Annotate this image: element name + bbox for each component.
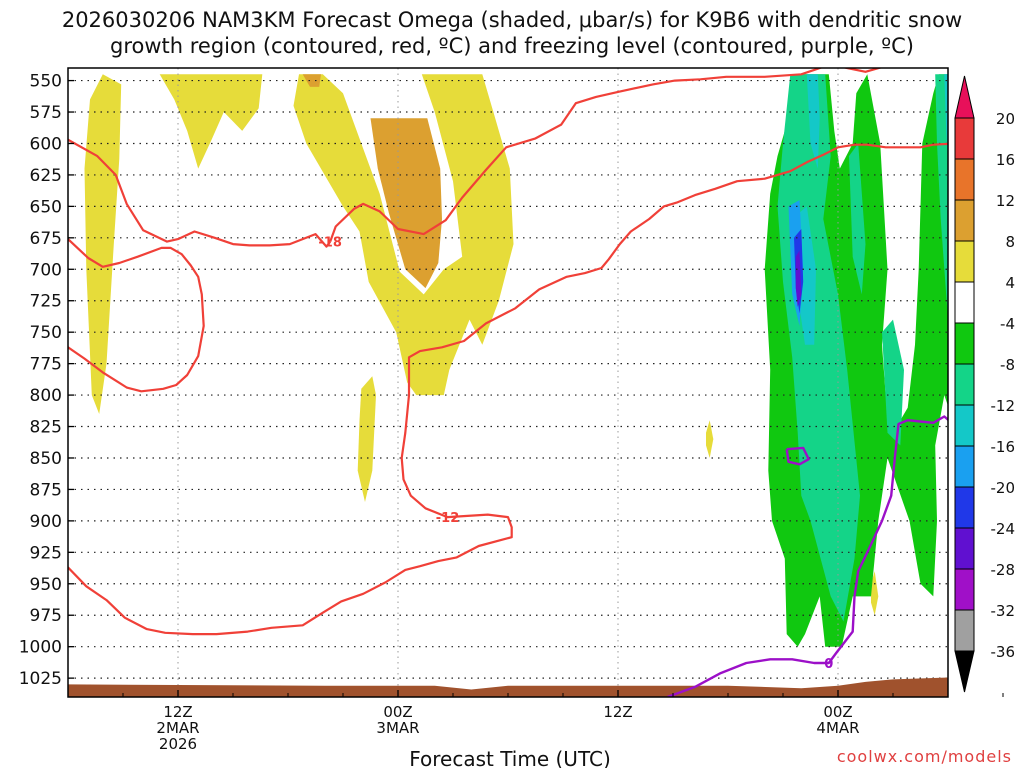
dendritic-contour-0	[68, 138, 332, 248]
y-tick-label-800: 800	[30, 386, 62, 406]
omega-region-13	[302, 74, 321, 87]
y-tick-label-925: 925	[30, 543, 62, 563]
y-tick-label-575: 575	[30, 103, 62, 123]
omega-region-20	[806, 74, 820, 169]
x-tick-label-36-0: 12Z	[603, 703, 632, 721]
plot-area: -18-12-120550575600625650675700725750775…	[19, 67, 1004, 753]
omega-region-11	[871, 571, 879, 616]
omega-shading	[84, 74, 948, 647]
colorbar-bin-3	[954, 240, 975, 283]
omega-region-3	[357, 376, 376, 502]
y-tick-label-725: 725	[30, 292, 62, 312]
y-tick-label-675: 675	[30, 229, 62, 249]
chart-title-line-2: growth region (contoured, red, ºC) and f…	[110, 34, 914, 58]
colorbar-label-0: 20	[996, 110, 1015, 128]
x-tick-label-12-1: 2MAR	[156, 719, 199, 737]
y-tick-label-775: 775	[30, 355, 62, 375]
colorbar-bin-10	[954, 527, 975, 570]
colorbar-label-1: 16	[996, 151, 1015, 169]
colorbar-bin-0	[954, 117, 975, 160]
y-tick-label-900: 900	[30, 512, 62, 532]
y-tick-label-650: 650	[30, 197, 62, 217]
x-axis-label: Forecast Time (UTC)	[409, 747, 611, 768]
colorbar-bottom-arrow	[954, 650, 975, 693]
colorbar-bin-4	[954, 281, 975, 324]
terrain-fill	[68, 677, 948, 697]
omega-region-25	[795, 250, 802, 307]
colorbar-bin-5	[954, 322, 975, 365]
chart-title-line-1: 2026030206 NAM3KM Forecast Omega (shaded…	[62, 8, 962, 32]
y-tick-label-550: 550	[30, 72, 62, 92]
x-tick-label-24-0: 00Z	[383, 703, 412, 721]
omega-region-2	[293, 74, 514, 396]
contour-label-1: -12	[436, 511, 460, 526]
y-tick-label-1000: 1000	[19, 638, 62, 658]
contours: -18-12-120	[68, 68, 948, 697]
dendritic-contour-1	[329, 68, 883, 242]
omega-region-1	[159, 74, 263, 169]
colorbar-bin-12	[954, 609, 975, 652]
omega-region-17	[849, 143, 866, 295]
y-tick-label-700: 700	[30, 260, 62, 280]
colorbar: 20 16 12 8 4 -4 -8 -12 -16 -20 -24 -28 -32 -36	[954, 75, 1016, 693]
omega-region-0	[84, 74, 122, 415]
contour-label-0: -18	[318, 236, 342, 251]
site-credit: coolwx.com/models	[837, 747, 1012, 766]
colorbar-bin-2	[954, 199, 975, 242]
omega-region-19	[882, 319, 904, 446]
colorbar-label-13: -36	[991, 643, 1016, 661]
colorbar-top-arrow	[954, 75, 975, 119]
y-tick-label-975: 975	[30, 606, 62, 626]
colorbar-label-3: 8	[1005, 233, 1015, 251]
colorbar-bin-8	[954, 445, 975, 488]
colorbar-label-9: -20	[991, 479, 1016, 497]
colorbar-label-5: -4	[1000, 315, 1015, 333]
omega-region-18	[935, 74, 948, 320]
y-tick-label-850: 850	[30, 449, 62, 469]
y-tick-label-950: 950	[30, 575, 62, 595]
colorbar-bin-7	[954, 404, 975, 447]
freezing-contour-0	[667, 415, 948, 697]
colorbar-label-12: -32	[991, 602, 1016, 620]
y-tick-label-1025: 1025	[19, 669, 62, 689]
x-tick-label-24-1: 3MAR	[376, 719, 419, 737]
colorbar-bin-9	[954, 486, 975, 529]
y-tick-label-625: 625	[30, 166, 62, 186]
freezing-contour-1	[785, 446, 810, 466]
colorbar-bin-6	[954, 363, 975, 406]
colorbar-label-7: -12	[991, 397, 1016, 415]
x-tick-label-48-0: 00Z	[823, 703, 852, 721]
colorbar-bin-11	[954, 568, 975, 611]
contour-label-3: 0	[824, 657, 833, 672]
colorbar-label-8: -16	[991, 438, 1016, 456]
omega-region-14	[370, 118, 442, 289]
dendritic-contour-2	[68, 238, 205, 393]
colorbar-label-4: 4	[1005, 274, 1015, 292]
omega-region-21	[944, 74, 948, 163]
colorbar-label-10: -24	[991, 520, 1016, 538]
dendritic-contour-3	[68, 142, 948, 636]
y-axis: 550 575 600 625 650 675 700 725 750 775 800 825 850 8…	[19, 72, 74, 689]
y-tick-label-875: 875	[30, 480, 62, 500]
colorbar-label-11: -28	[991, 561, 1016, 579]
x-tick-label-12-2: 2026	[159, 735, 197, 753]
omega-region-5	[706, 420, 714, 458]
colorbar-label-6: -8	[1000, 356, 1015, 374]
y-tick-label-825: 825	[30, 418, 62, 438]
colorbar-label-2: 12	[996, 192, 1015, 210]
x-tick-label-12-0: 12Z	[163, 703, 192, 721]
x-tick-label-48-1: 4MAR	[816, 719, 859, 737]
y-tick-label-600: 600	[30, 134, 62, 154]
y-tick-label-750: 750	[30, 323, 62, 343]
colorbar-bin-1	[954, 158, 975, 201]
